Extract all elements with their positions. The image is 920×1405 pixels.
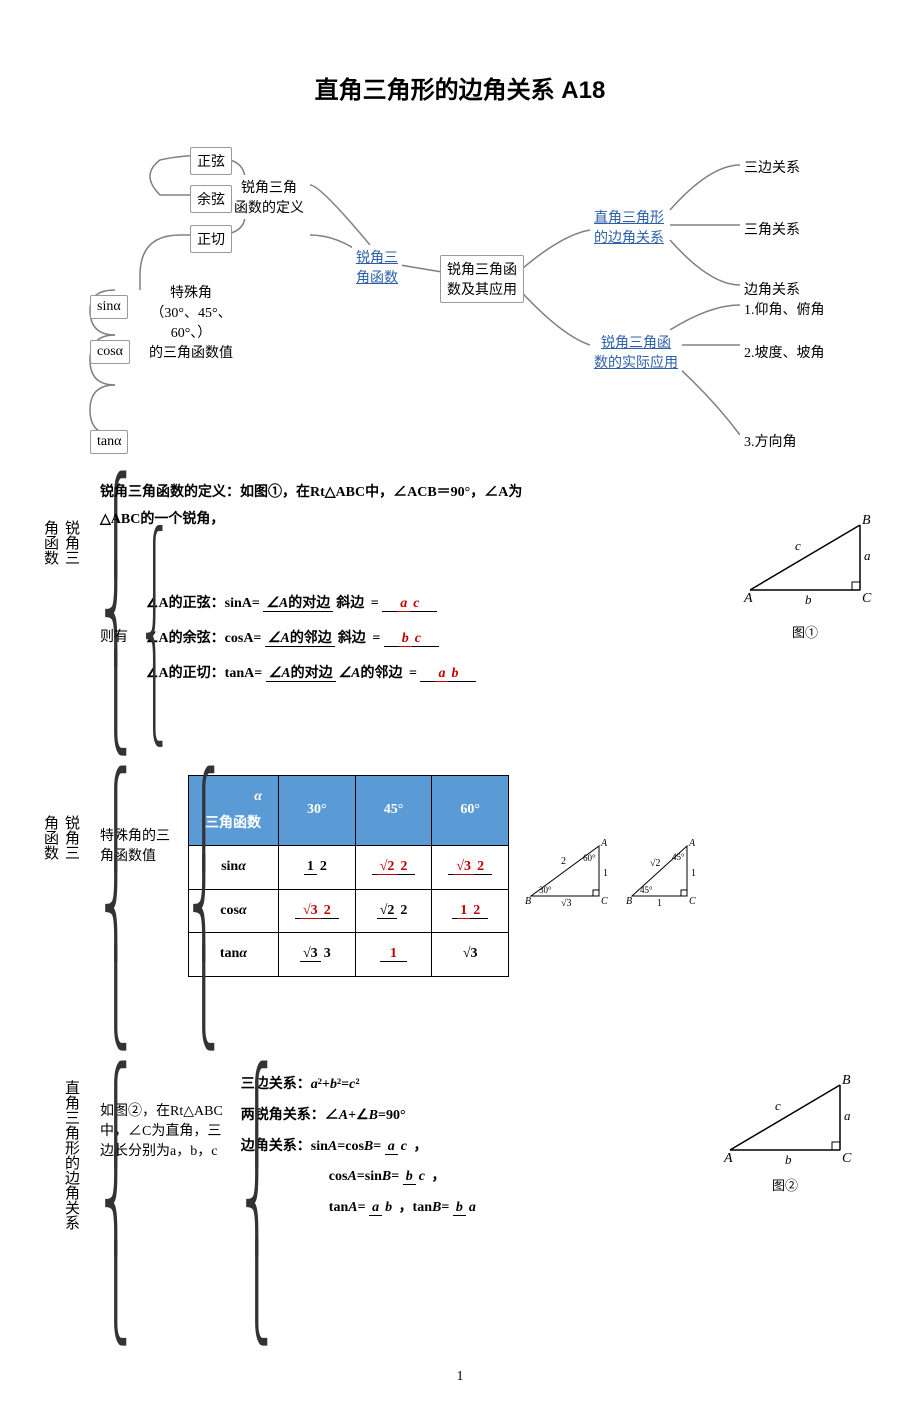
bracket-icon: ⎧⎨⎩ [223, 1070, 241, 1340]
svg-text:√2: √2 [650, 858, 661, 869]
tree-l1: 锐角三 角函数 [352, 245, 402, 289]
tree-r2a-a: 三边关系 [740, 155, 804, 179]
page-title: 直角三角形的边角关系 A18 [60, 70, 860, 105]
svg-text:30°: 30° [539, 885, 552, 895]
bracket-icon: ⎧⎨⎩ [82, 480, 100, 750]
mini-triangle-30-60: B C A 30° 60° 2 1 √3 [521, 836, 611, 917]
svg-text:A: A [600, 838, 608, 849]
section-relations: 直角三角形的边角关系 ⎧⎨⎩ 如图②，在Rt△ABC 中，∠C为直角，三 边长分… [60, 1070, 860, 1340]
svg-text:b: b [785, 1152, 792, 1167]
mini-triangle-45: B C A 45° 45° √2 1 1 [622, 836, 702, 917]
rel-cosA: cosA=sinB= bc ， [241, 1162, 710, 1193]
svg-text:1: 1 [691, 868, 696, 879]
tree-l2b: 特殊角 （30°、45°、 60°、） 的三角函数值 [145, 280, 237, 364]
concept-tree: 锐角三角函 数及其应用 锐角三 角函数 锐角三角 函数的定义 特殊角 （30°、… [60, 135, 860, 455]
svg-text:c: c [775, 1098, 781, 1113]
tan-line: ∠A的正切：tanA= ∠A的对边∠A的邻边 = ab [146, 656, 476, 691]
sec1-label: 锐角三 角函数 [60, 480, 82, 565]
cos-line: ∠A的余弦：cosA= ∠A的邻边斜边 = bc [146, 621, 476, 656]
svg-text:45°: 45° [640, 885, 653, 895]
rel-sinA: 边角关系：sinA=cosB= ac ， [241, 1132, 710, 1163]
rel-angles: 两锐角关系：∠A+∠B=90° [241, 1101, 710, 1132]
sin-line: ∠A的正弦：sinA= ∠A的对边斜边 = ac [146, 586, 476, 621]
tree-r2b-b: 2.坡度、坡角 [740, 340, 829, 364]
trig-table: α三角函数 30° 45° 60° sinα 12 √22 √32 cosα √… [188, 775, 509, 977]
svg-text:B: B [862, 513, 871, 528]
bracket-icon: ⎧⎨⎩ [128, 533, 146, 743]
svg-text:C: C [689, 896, 696, 906]
bracket-icon: ⎧⎨⎩ [82, 1070, 100, 1340]
tree-r1b: 锐角三角函 数的实际应用 [590, 330, 682, 374]
tree-r2b-c: 3.方向角 [740, 429, 801, 453]
svg-text:B: B [842, 1073, 851, 1088]
tree-cosa: cosα [90, 340, 130, 364]
tree-center: 锐角三角函 数及其应用 [440, 255, 524, 303]
svg-text:A: A [723, 1151, 733, 1166]
svg-text:C: C [842, 1151, 852, 1166]
table-row: cosα √32 √22 12 [189, 889, 509, 933]
svg-text:√3: √3 [561, 898, 572, 906]
table-row: sinα 12 √22 √32 [189, 846, 509, 890]
tree-r2a-b: 三角关系 [740, 217, 804, 241]
svg-text:a: a [864, 548, 871, 563]
table-row: tanα √33 1 √3 [189, 933, 509, 977]
sec1-have: 则有 [100, 625, 128, 652]
svg-text:B: B [626, 896, 632, 906]
section-special-angles: 锐角三 角函数 ⎧⎨⎩ 特殊角的三 角函数值 ⎧⎨⎩ α三角函数 30° 45°… [60, 775, 860, 1045]
svg-text:A: A [743, 591, 753, 606]
svg-text:B: B [525, 896, 531, 906]
svg-text:2: 2 [561, 856, 566, 867]
svg-text:C: C [601, 896, 608, 906]
svg-text:C: C [862, 591, 872, 606]
tree-sina: sinα [90, 295, 128, 319]
sec2-label: 锐角三 角函数 [60, 775, 82, 860]
rel-sides: 三边关系：a²+b²=c² [241, 1070, 710, 1101]
tree-r2b-a: 1.仰角、俯角 [740, 297, 829, 321]
bracket-icon: ⎧⎨⎩ [82, 775, 100, 1045]
svg-text:b: b [805, 592, 812, 607]
svg-text:1: 1 [603, 868, 608, 879]
svg-text:A: A [688, 838, 696, 849]
bracket-icon: ⎧⎨⎩ [170, 775, 188, 1045]
tree-r1a: 直角三角形 的边角关系 [590, 205, 668, 249]
section-definitions: 锐角三 角函数 ⎧⎨⎩ 锐角三角函数的定义：如图①，在Rt△ABC中，∠ACB＝… [60, 480, 860, 750]
tree-cosine: 余弦 [190, 185, 232, 213]
page-number: 1 [0, 1369, 920, 1385]
figure-1: A B C a b c 图① [730, 510, 880, 645]
tree-sine: 正弦 [190, 147, 232, 175]
figure-2: A B C a b c 图② [710, 1070, 860, 1194]
tree-l2a: 锐角三角 函数的定义 [230, 175, 308, 219]
svg-text:1: 1 [657, 898, 662, 906]
svg-text:45°: 45° [672, 852, 685, 862]
svg-text:c: c [795, 538, 801, 553]
tree-tana: tanα [90, 430, 128, 454]
svg-text:60°: 60° [583, 853, 596, 863]
rel-tanA: tanA= ab ，tanB= ba [241, 1193, 710, 1224]
sec3-label: 直角三角形的边角关系 [60, 1070, 82, 1230]
tree-tangent: 正切 [190, 225, 232, 253]
svg-text:a: a [844, 1108, 851, 1123]
